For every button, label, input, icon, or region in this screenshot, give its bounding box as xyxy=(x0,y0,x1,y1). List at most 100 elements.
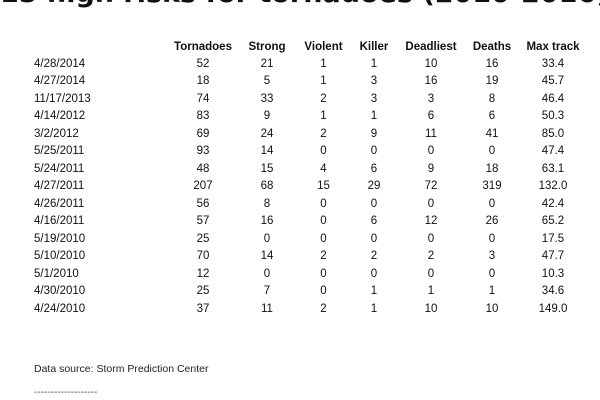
table-cell-value: 3 xyxy=(488,250,496,263)
table-cell-value: 11 xyxy=(261,302,273,315)
table-cell-value: 16 xyxy=(260,215,274,228)
column-header-killer: Killer xyxy=(359,40,389,53)
table-cell-value: 0 xyxy=(488,197,496,210)
footer-rule: ------------------- xyxy=(34,387,98,398)
table-row: 11/17/2013 74 33 2 3 3 8 46.4 xyxy=(34,90,588,108)
table-cell-value: 70 xyxy=(196,250,210,263)
table-cell-value: 132.0 xyxy=(538,180,568,193)
table-cell-date: 5/24/2011 xyxy=(34,162,85,175)
table-cell-date: 5/1/2010 xyxy=(34,267,79,280)
table-cell-value: 63.1 xyxy=(541,162,565,175)
table-cell-value: 1 xyxy=(320,57,327,70)
table-cell-date: 4/27/2014 xyxy=(34,75,86,88)
table-cell-value: 1 xyxy=(370,57,378,70)
table-cell-date: 5/19/2010 xyxy=(34,232,86,245)
table-cell-value: 12 xyxy=(196,267,210,280)
table-cell-value: 0 xyxy=(263,267,271,280)
table-cell-value: 2 xyxy=(370,250,378,263)
table-cell-value: 0 xyxy=(320,285,327,298)
table-cell-value: 65.2 xyxy=(541,215,565,228)
table-row: 4/27/2014 18 5 1 3 16 19 45.7 xyxy=(34,73,588,91)
table-cell-value: 14 xyxy=(260,250,274,263)
table-cell-value: 15 xyxy=(317,180,330,193)
table-cell-value: 24 xyxy=(260,127,274,140)
table-cell-value: 18 xyxy=(196,75,210,88)
table-cell-value: 5 xyxy=(263,75,271,88)
table-cell-value: 1 xyxy=(370,285,378,298)
table-cell-value: 25 xyxy=(196,285,210,298)
table-cell-date: 4/28/2014 xyxy=(34,57,86,70)
table-row: 4/28/2014 52 21 1 1 10 16 33.4 xyxy=(34,55,588,73)
table-cell-value: 0 xyxy=(320,267,327,280)
table-cell-value: 46.4 xyxy=(541,92,565,105)
table-cell-value: 2 xyxy=(320,92,327,105)
table-cell-value: 50.3 xyxy=(541,110,565,123)
table-cell-value: 0 xyxy=(370,197,378,210)
table-cell-value: 9 xyxy=(427,162,435,175)
table-cell-value: 8 xyxy=(263,197,271,210)
table-row: 5/10/2010 70 14 2 2 2 3 47.7 xyxy=(34,248,588,266)
table-cell-value: 0 xyxy=(263,232,271,245)
table-cell-value: 2 xyxy=(427,250,435,263)
table-cell-value: 48 xyxy=(196,162,210,175)
table-cell-value: 0 xyxy=(427,232,435,245)
table-cell-value: 52 xyxy=(196,57,210,70)
table-cell-value: 7 xyxy=(263,285,271,298)
table-cell-date: 4/24/2010 xyxy=(34,302,86,315)
table-cell-value: 319 xyxy=(482,180,502,193)
table-cell-value: 57 xyxy=(196,215,210,228)
table-cell-date: 5/25/2011 xyxy=(34,145,85,158)
table-cell-date: 11/17/2013 xyxy=(34,92,91,105)
table-cell-value: 33 xyxy=(260,92,274,105)
table-cell-value: 9 xyxy=(263,110,271,123)
table-cell-value: 11 xyxy=(425,127,437,140)
table-cell-value: 1 xyxy=(320,110,327,123)
column-header-violent: Violent xyxy=(304,40,343,53)
table-row: 4/24/2010 37 11 2 1 10 10 149.0 xyxy=(34,300,588,318)
table-cell-value: 0 xyxy=(320,197,327,210)
table-cell-value: 0 xyxy=(320,232,327,245)
table-cell-value: 25 xyxy=(196,232,210,245)
table-cell-value: 0 xyxy=(488,267,496,280)
table-cell-value: 34.6 xyxy=(541,285,565,298)
column-header-max-track: Max track xyxy=(526,40,580,53)
table-cell-value: 69 xyxy=(196,127,210,140)
column-header-strong: Strong xyxy=(248,40,286,53)
table-cell-value: 18 xyxy=(485,162,499,175)
table-row: 4/30/2010 25 7 0 1 1 1 34.6 xyxy=(34,283,588,301)
table-cell-value: 21 xyxy=(260,57,274,70)
table-cell-value: 17.5 xyxy=(541,232,565,245)
table-cell-value: 1 xyxy=(488,285,496,298)
column-header-tornadoes: Tornadoes xyxy=(174,40,232,53)
table-cell-date: 3/2/2012 xyxy=(34,127,79,140)
table-cell-value: 9 xyxy=(370,127,378,140)
table-cell-value: 0 xyxy=(427,197,435,210)
table-cell-value: 47.4 xyxy=(541,145,565,158)
table-cell-value: 1 xyxy=(370,110,378,123)
table-cell-value: 68 xyxy=(260,180,274,193)
table-cell-value: 85.0 xyxy=(541,127,565,140)
table-cell-value: 16 xyxy=(424,75,438,88)
table-cell-value: 10 xyxy=(485,302,499,315)
table-cell-date: 4/30/2010 xyxy=(34,285,86,298)
table-cell-value: 3 xyxy=(370,75,378,88)
table-cell-value: 29 xyxy=(367,180,381,193)
table-cell-value: 56 xyxy=(196,197,210,210)
table-cell-value: 93 xyxy=(196,145,210,158)
table-header-row: Tornadoes Strong Violent Killer Deadliest Dea… xyxy=(34,38,588,55)
table-cell-date: 4/27/2011 xyxy=(34,180,85,193)
table-cell-value: 0 xyxy=(427,267,435,280)
table-cell-value: 6 xyxy=(427,110,435,123)
table-cell-value: 207 xyxy=(193,180,213,193)
table-cell-value: 0 xyxy=(320,145,327,158)
table-body: 4/28/2014 52 21 1 1 10 16 33.4 4/27/2014 18 5 1 3 16 1… xyxy=(34,55,588,318)
table-cell-value: 4 xyxy=(320,162,327,175)
table-cell-value: 0 xyxy=(488,145,496,158)
table-cell-value: 41 xyxy=(485,127,499,140)
table-cell-value: 45.7 xyxy=(541,75,565,88)
table-cell-value: 2 xyxy=(320,302,327,315)
table-cell-value: 33.4 xyxy=(541,57,565,70)
table-cell-value: 10 xyxy=(424,57,438,70)
table-cell-value: 0 xyxy=(488,232,496,245)
table-cell-value: 149.0 xyxy=(538,302,568,315)
